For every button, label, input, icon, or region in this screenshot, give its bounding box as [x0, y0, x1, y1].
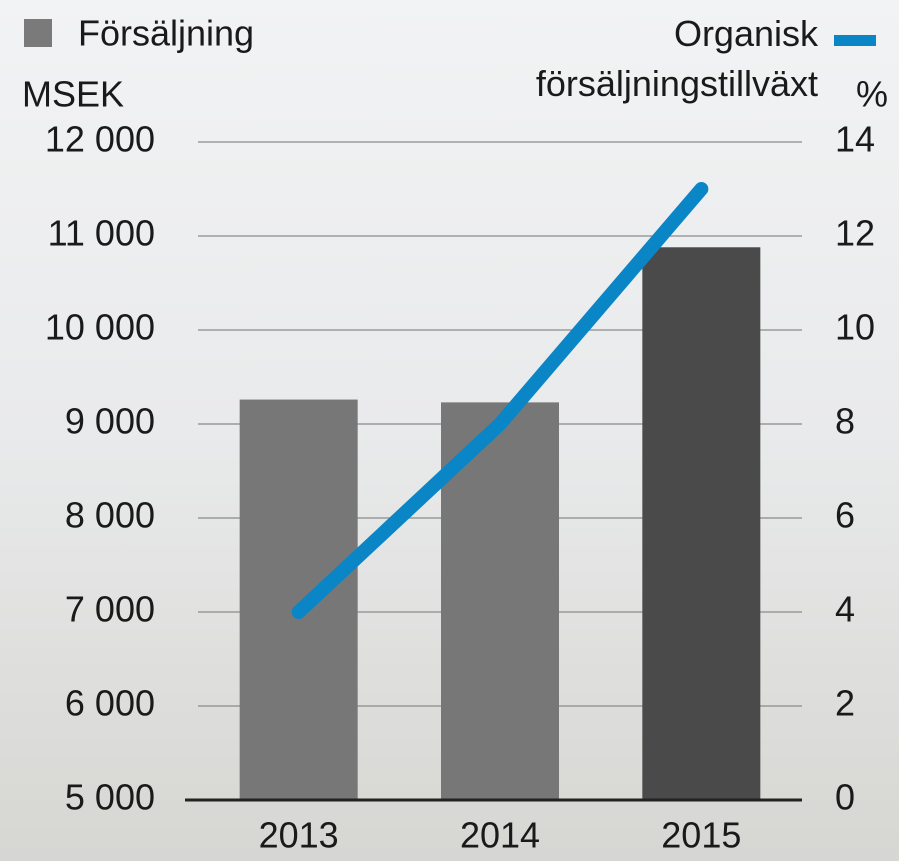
y2-tick-label: 2: [835, 683, 855, 724]
chart: MSEK % 5 000 6 000 7 000 8 000 9 000 10 000 11…: [0, 0, 899, 861]
legend-label: Försäljning: [78, 13, 254, 54]
y-tick-label: 10 000: [45, 307, 155, 348]
y2-tick-label: 0: [835, 777, 855, 818]
y-tick-label: 6 000: [65, 683, 155, 724]
y-tick-label: 12 000: [45, 119, 155, 160]
y-tick-label: 11 000: [48, 213, 155, 254]
y-tick-label: 5 000: [65, 777, 155, 818]
legend-swatch: [24, 19, 52, 47]
y-tick-label: 9 000: [65, 401, 155, 442]
y-tick-label: 8 000: [65, 495, 155, 536]
bar: [240, 400, 358, 800]
x-tick-label: 2015: [661, 815, 741, 856]
y2-tick-label: 6: [835, 495, 855, 536]
y2-tick-label: 10: [835, 307, 875, 348]
y-axis-label: MSEK: [22, 74, 124, 115]
y-tick-label: 7 000: [65, 589, 155, 630]
y2-axis-label: %: [856, 74, 888, 115]
x-tick-label: 2014: [460, 815, 540, 856]
y2-tick-label: 4: [835, 589, 855, 630]
legend-swatch: [834, 35, 876, 46]
bar: [642, 247, 760, 800]
y2-tick-label: 8: [835, 401, 855, 442]
y2-tick-label: 14: [835, 119, 875, 160]
y2-tick-label: 12: [835, 213, 875, 254]
x-tick-label: 2013: [259, 815, 339, 856]
